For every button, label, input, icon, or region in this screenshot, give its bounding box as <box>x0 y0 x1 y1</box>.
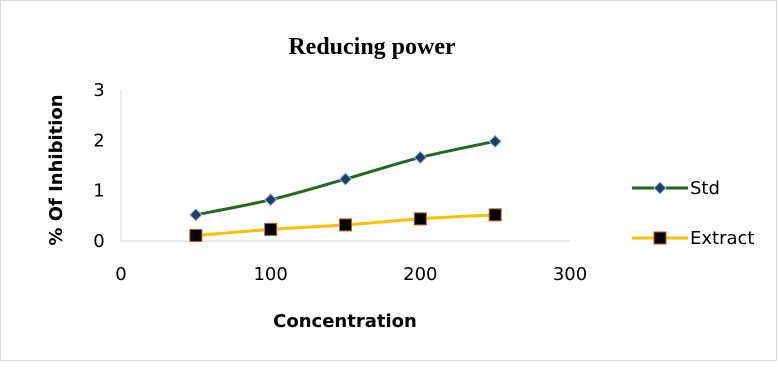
x-tick-label: 100 <box>253 264 287 285</box>
data-point-extract <box>339 218 352 232</box>
y-axis-label-group: % Of Inhibition <box>46 94 67 245</box>
legend-label: Extract <box>690 228 754 249</box>
data-point-extract <box>189 228 203 242</box>
y-tick-label: 0 <box>93 231 104 252</box>
data-point-std <box>263 193 278 207</box>
data-point-std <box>488 134 502 149</box>
legend-marker-std <box>653 181 667 195</box>
legend-item-extract: Extract <box>632 228 754 249</box>
y-axis-label: % Of Inhibition <box>46 94 67 245</box>
data-point-std <box>338 172 353 186</box>
x-axis-label: Concentration <box>273 311 417 332</box>
x-tick-label: 0 <box>115 264 126 285</box>
chart-title: Reducing power <box>288 34 456 60</box>
series-extract <box>189 208 502 242</box>
x-tick-labels: 0 100 200 300 <box>115 264 587 285</box>
legend-marker-extract <box>653 231 667 245</box>
series-std <box>189 134 502 222</box>
data-point-std <box>189 208 203 222</box>
data-point-std <box>413 150 428 165</box>
legend-item-std: Std <box>632 178 720 199</box>
legend-label: Std <box>690 178 720 199</box>
y-tick-label: 1 <box>93 181 104 202</box>
data-point-extract <box>413 212 427 226</box>
series-layer <box>189 134 502 242</box>
x-tick-label: 200 <box>403 264 437 285</box>
data-point-extract <box>264 222 278 236</box>
legend: Std Extract <box>632 178 754 249</box>
y-tick-label: 3 <box>93 80 104 101</box>
y-tick-label: 2 <box>93 130 104 151</box>
y-tick-labels: 0 1 2 3 <box>93 80 104 252</box>
x-tick-label: 300 <box>553 264 587 285</box>
data-point-extract <box>488 208 502 222</box>
